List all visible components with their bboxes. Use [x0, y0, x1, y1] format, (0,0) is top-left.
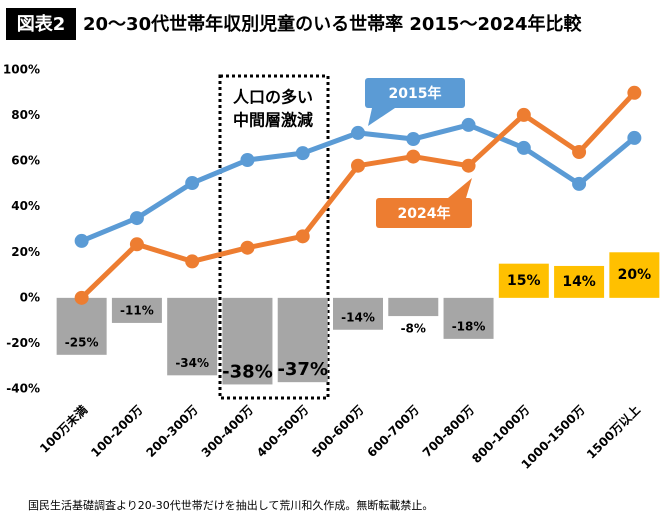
legend-pointer: [448, 178, 472, 198]
bar: [333, 297, 383, 330]
point: [516, 107, 531, 122]
point: [406, 149, 421, 164]
x-tick-label: 200-300万: [143, 403, 200, 460]
point: [185, 254, 200, 269]
x-tick-label: 400-500万: [254, 403, 311, 460]
bar: [56, 297, 107, 355]
bar: [443, 297, 494, 339]
point: [351, 125, 365, 140]
point: [129, 211, 144, 226]
bar-label: -34%: [175, 356, 209, 370]
bar-label: -37%: [277, 359, 328, 380]
title-tag: 図表2: [17, 13, 66, 35]
title-tag-box: [6, 8, 76, 40]
bar-label: 20%: [618, 267, 652, 283]
y-tick-label: 100%: [3, 63, 40, 77]
bar: [554, 265, 605, 298]
x-tick-label: 100万未満: [36, 402, 90, 456]
legend-label: 2015年: [389, 85, 442, 102]
bar: [498, 263, 549, 298]
point: [516, 140, 531, 155]
legend-pointer: [368, 108, 395, 126]
y-tick-label: -20%: [6, 336, 40, 350]
legend-label: 2024年: [398, 205, 451, 222]
point: [627, 130, 642, 145]
point: [406, 132, 421, 147]
y-tick-label: -40%: [6, 382, 40, 396]
highlight-box: [218, 74, 330, 400]
y-tick-label: 0%: [20, 290, 40, 304]
x-tick-label: 600-700万: [365, 403, 422, 460]
bar-label: 14%: [562, 274, 596, 290]
line: [80, 122, 636, 244]
point: [74, 233, 89, 248]
bar-label: -14%: [341, 310, 375, 324]
point: [295, 146, 310, 161]
x-tick-label: 500-600万: [309, 403, 366, 460]
chart-title: 20～30代世帯年収別児童のいる世帯率 2015～2024年比較: [83, 13, 583, 35]
point: [240, 153, 255, 168]
annotation: 人口の多い: [233, 88, 313, 107]
bar-label: -8%: [401, 322, 426, 336]
point: [461, 117, 476, 132]
x-tick-label: 1500万以上: [583, 402, 643, 462]
x-tick-label: 100-200万: [88, 403, 145, 460]
bar: [277, 297, 328, 383]
y-tick-label: 60%: [11, 154, 40, 168]
annotation: 中間層激減: [233, 111, 313, 130]
point: [461, 158, 476, 173]
bar: [167, 297, 218, 376]
bar-label: -38%: [222, 361, 273, 382]
point: [572, 145, 587, 160]
y-tick-label: 80%: [11, 108, 40, 122]
footnote: 国民生活基礎調査より20-30代世帯だけを抽出して荒川和久作成。無断転載禁止。: [28, 498, 433, 512]
bar-label: 15%: [507, 273, 541, 289]
x-tick-label: 300-400万: [199, 403, 256, 460]
point: [240, 240, 255, 255]
x-tick-label: 700-800万: [420, 403, 477, 460]
bar: [111, 297, 162, 323]
line: [79, 91, 637, 300]
point: [185, 176, 200, 191]
bar-label: -18%: [452, 319, 486, 333]
point: [74, 290, 89, 305]
legend-box: [365, 78, 465, 108]
point: [129, 237, 144, 252]
y-tick-label: 20%: [11, 245, 40, 259]
point: [572, 176, 587, 191]
bar-label: -11%: [120, 303, 154, 317]
point: [627, 85, 642, 100]
bar: [388, 297, 439, 317]
bar-label: -25%: [65, 335, 99, 349]
bar: [609, 252, 660, 298]
point: [295, 229, 310, 244]
legend-box: [376, 198, 472, 228]
y-tick-label: 40%: [11, 199, 40, 213]
bar: [222, 297, 273, 385]
point: [351, 158, 365, 173]
